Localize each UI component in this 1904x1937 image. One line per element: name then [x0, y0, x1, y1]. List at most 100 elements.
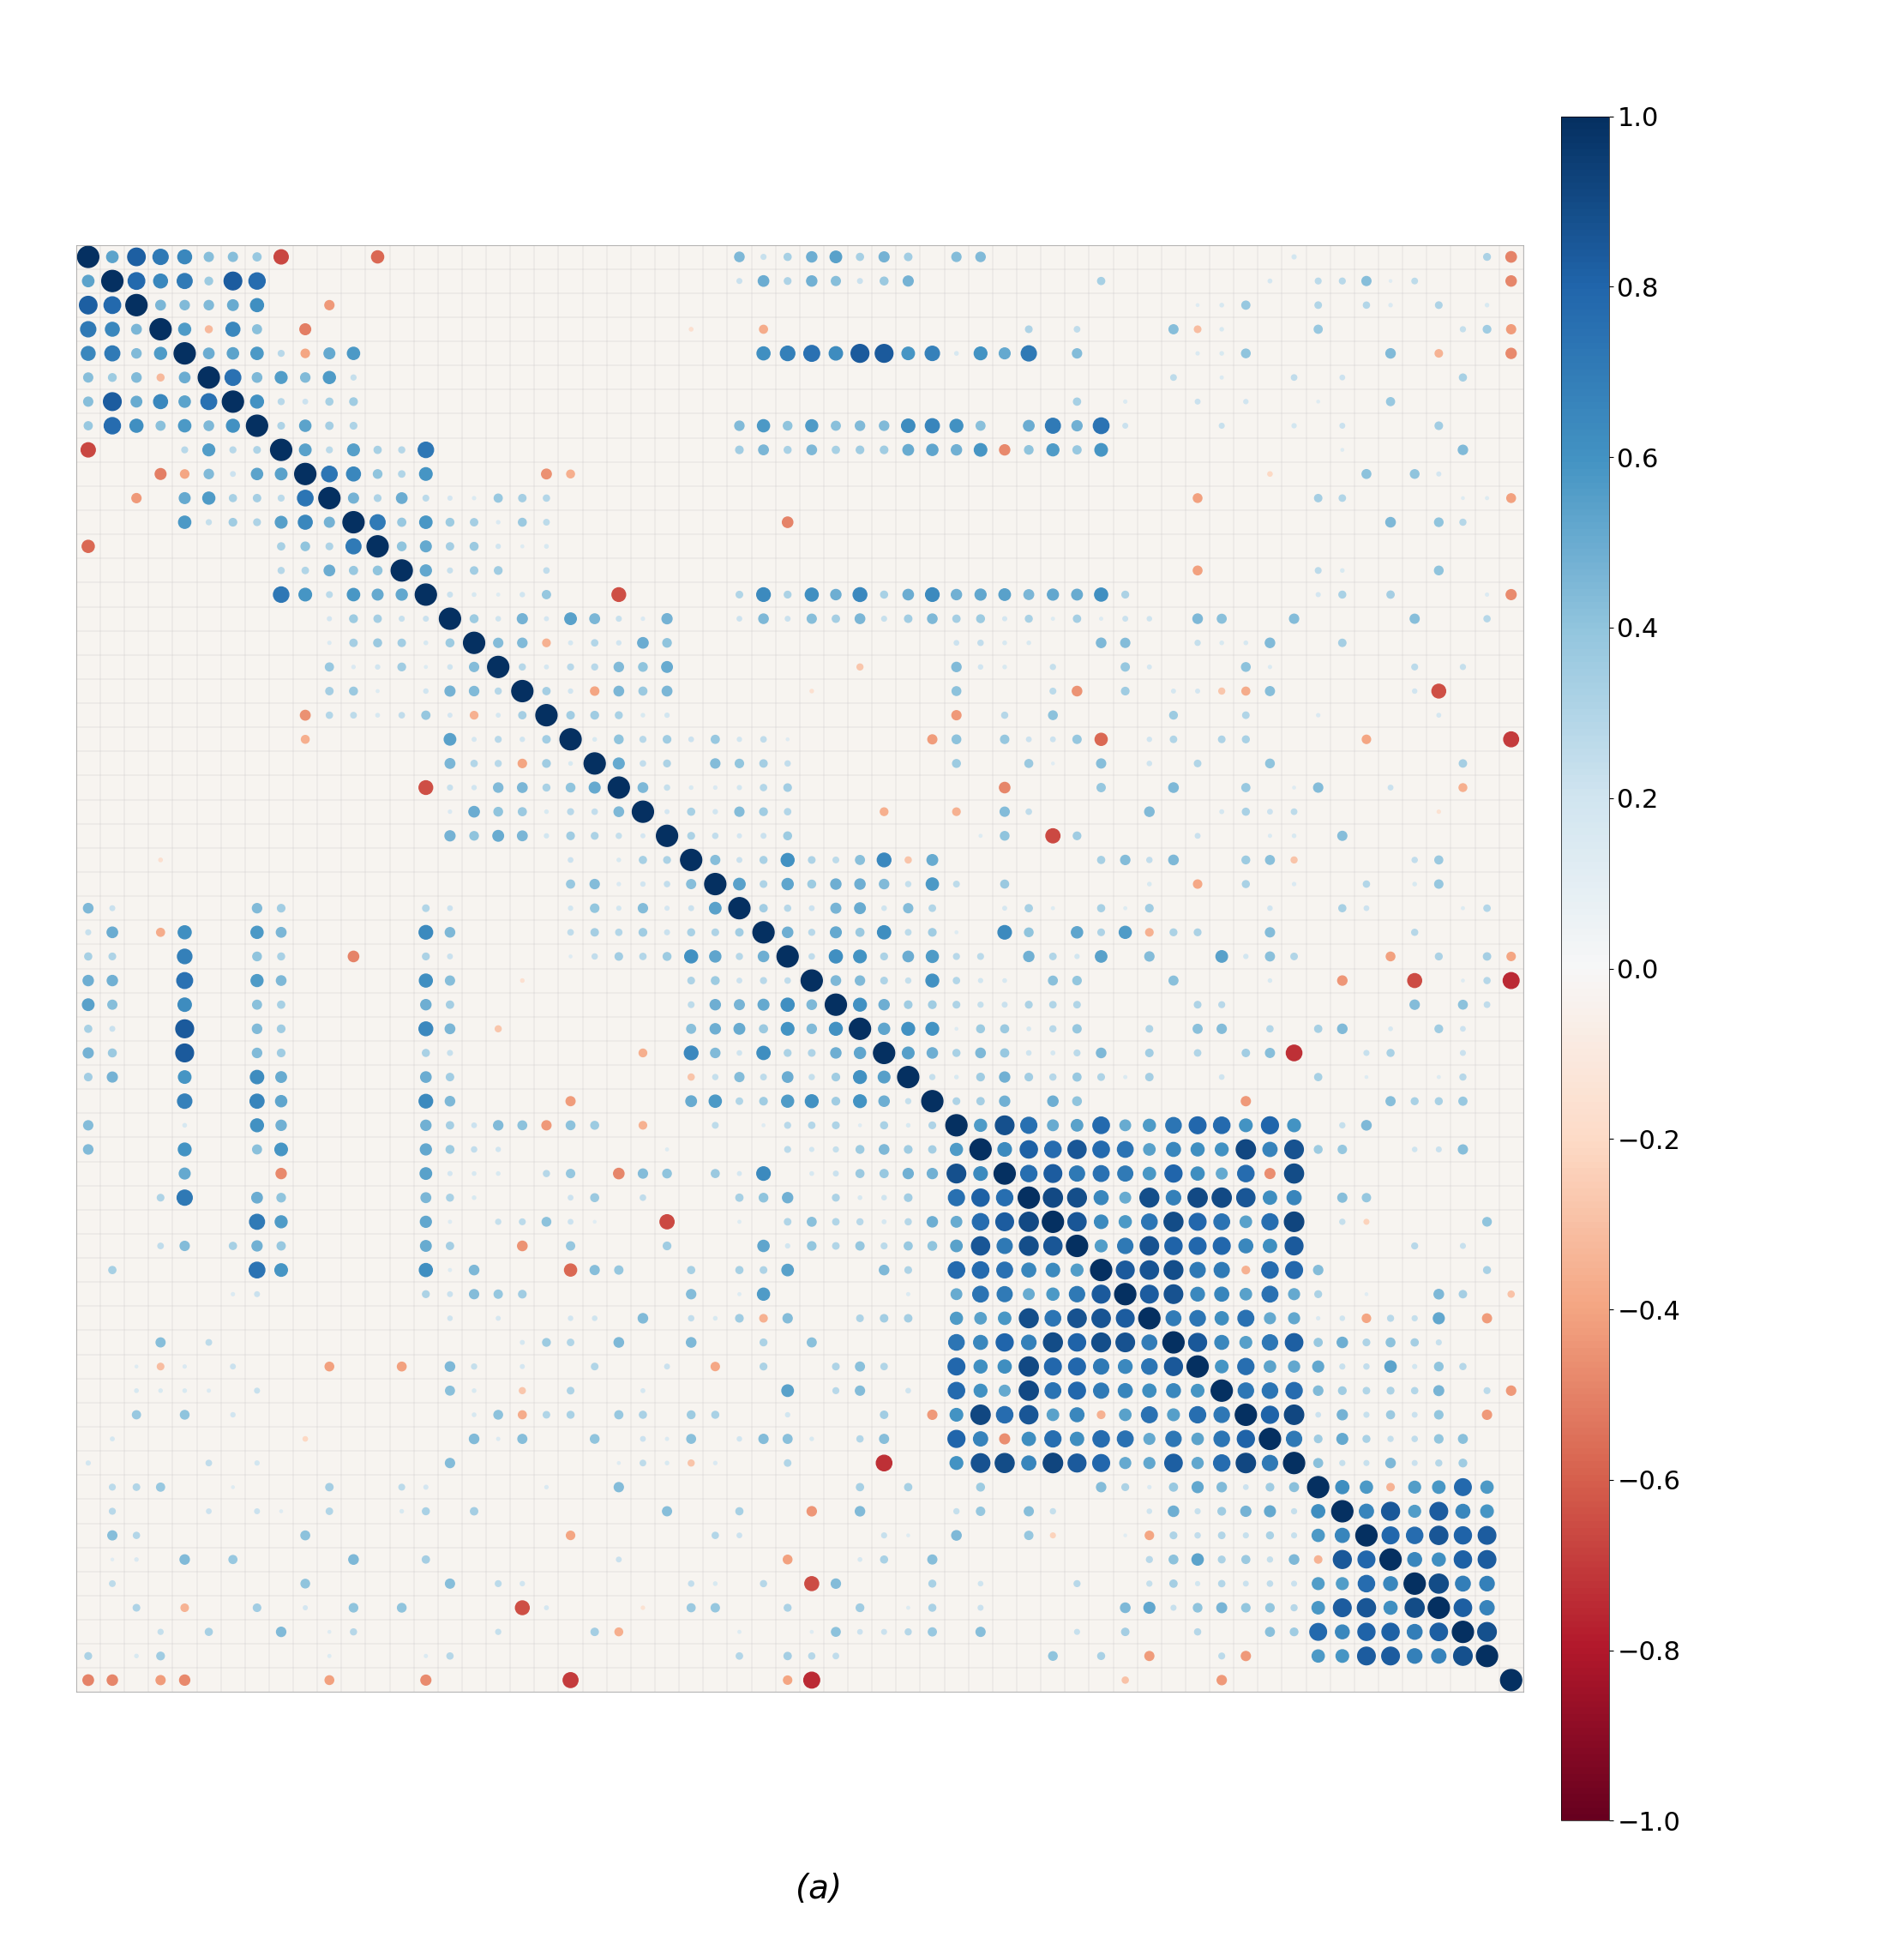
Circle shape [666, 1437, 668, 1441]
Circle shape [522, 544, 524, 548]
Circle shape [973, 1261, 988, 1278]
Circle shape [954, 881, 960, 887]
Circle shape [80, 296, 97, 314]
Circle shape [1361, 277, 1371, 285]
Circle shape [1045, 1383, 1061, 1399]
Circle shape [1363, 1435, 1369, 1443]
Circle shape [762, 736, 765, 742]
Circle shape [1068, 1213, 1085, 1230]
Circle shape [249, 273, 265, 289]
Circle shape [1285, 1261, 1302, 1278]
Circle shape [495, 688, 501, 693]
Circle shape [255, 1509, 259, 1513]
Circle shape [1314, 1387, 1323, 1395]
Circle shape [1460, 664, 1466, 670]
Circle shape [1314, 1073, 1321, 1081]
Circle shape [446, 976, 455, 986]
Circle shape [470, 519, 478, 525]
Circle shape [1434, 1385, 1443, 1395]
Circle shape [1074, 327, 1080, 331]
Circle shape [1120, 926, 1131, 938]
Circle shape [737, 786, 741, 790]
Circle shape [1460, 519, 1466, 525]
Circle shape [228, 1242, 236, 1249]
Circle shape [859, 1557, 863, 1561]
Circle shape [1068, 1309, 1087, 1327]
Circle shape [543, 1412, 550, 1418]
Circle shape [1140, 1261, 1158, 1278]
Circle shape [152, 250, 168, 265]
Circle shape [322, 467, 337, 482]
Circle shape [784, 833, 792, 841]
Circle shape [783, 1555, 792, 1563]
Circle shape [564, 1674, 579, 1687]
Circle shape [177, 273, 192, 289]
Circle shape [929, 1075, 935, 1079]
Circle shape [1213, 1238, 1230, 1255]
Circle shape [135, 1557, 139, 1561]
Circle shape [975, 1120, 986, 1131]
Circle shape [1479, 1577, 1495, 1590]
Circle shape [952, 616, 960, 622]
Circle shape [105, 347, 120, 360]
Circle shape [857, 279, 863, 283]
Circle shape [1074, 1001, 1080, 1007]
Circle shape [158, 374, 164, 382]
Circle shape [1169, 976, 1179, 986]
Circle shape [737, 591, 743, 599]
Circle shape [181, 447, 188, 453]
Circle shape [278, 351, 284, 356]
Circle shape [1217, 1602, 1226, 1614]
Circle shape [350, 397, 358, 405]
Circle shape [1041, 1211, 1064, 1232]
Circle shape [447, 664, 451, 668]
Circle shape [278, 1242, 286, 1249]
Circle shape [666, 1149, 668, 1151]
Circle shape [617, 1557, 621, 1561]
Circle shape [1264, 1313, 1276, 1323]
Circle shape [590, 905, 600, 912]
Circle shape [832, 277, 840, 285]
Circle shape [516, 1600, 529, 1615]
Circle shape [902, 1168, 914, 1178]
Circle shape [712, 1122, 718, 1127]
Circle shape [1163, 1261, 1182, 1280]
Circle shape [423, 496, 428, 502]
Circle shape [1312, 1579, 1323, 1590]
Circle shape [225, 370, 240, 385]
Circle shape [1165, 1311, 1180, 1325]
Circle shape [687, 1267, 695, 1273]
Circle shape [954, 1098, 960, 1104]
Circle shape [1382, 1646, 1399, 1664]
Circle shape [255, 1292, 259, 1296]
Circle shape [1192, 1553, 1203, 1565]
Circle shape [710, 951, 722, 963]
Circle shape [400, 616, 404, 622]
Circle shape [1363, 907, 1369, 910]
Circle shape [1335, 1625, 1350, 1639]
Circle shape [1171, 374, 1177, 380]
Circle shape [156, 1338, 166, 1346]
Circle shape [1485, 1001, 1489, 1007]
Circle shape [1095, 1191, 1108, 1205]
Circle shape [1146, 1073, 1154, 1081]
Circle shape [878, 1071, 889, 1083]
Circle shape [206, 1509, 211, 1513]
Circle shape [447, 593, 453, 597]
Circle shape [150, 320, 171, 339]
Circle shape [809, 1075, 815, 1079]
Circle shape [1363, 302, 1369, 308]
Circle shape [1241, 1050, 1249, 1056]
Circle shape [1144, 1530, 1154, 1540]
Circle shape [253, 325, 261, 333]
Circle shape [882, 1532, 887, 1538]
Circle shape [543, 639, 550, 647]
Circle shape [1403, 1573, 1426, 1594]
Circle shape [447, 1652, 453, 1660]
Circle shape [1074, 399, 1081, 405]
Circle shape [206, 325, 211, 333]
Circle shape [1240, 1240, 1253, 1253]
Circle shape [543, 736, 550, 744]
Circle shape [1068, 1455, 1085, 1472]
Circle shape [760, 978, 767, 984]
